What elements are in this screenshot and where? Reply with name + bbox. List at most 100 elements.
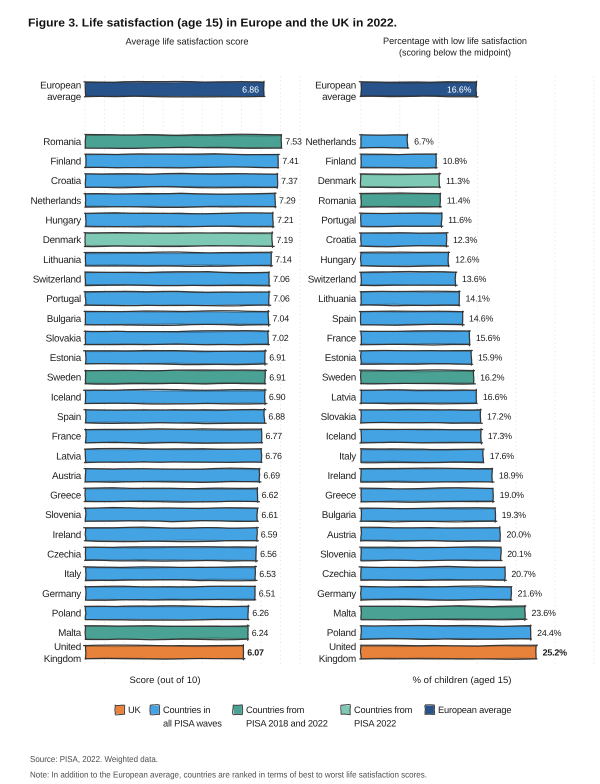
svg-text:Denmark: Denmark (43, 235, 82, 246)
svg-text:12.6%: 12.6% (455, 254, 479, 264)
svg-text:15.9%: 15.9% (478, 353, 502, 363)
svg-text:Switzerland: Switzerland (33, 275, 81, 286)
svg-text:average: average (47, 92, 82, 103)
svg-text:6.62: 6.62 (262, 490, 279, 500)
svg-text:Switzerland: Switzerland (308, 275, 356, 286)
svg-text:Hungary: Hungary (45, 216, 81, 227)
svg-text:7.06: 7.06 (273, 274, 290, 284)
svg-text:Italy: Italy (339, 451, 356, 462)
svg-text:7.41: 7.41 (282, 156, 299, 166)
svg-text:18.9%: 18.9% (499, 471, 523, 481)
svg-text:Croatia: Croatia (326, 235, 357, 246)
svg-text:17.3%: 17.3% (488, 431, 512, 441)
svg-text:Lithuania: Lithuania (318, 294, 357, 305)
svg-text:Slovakia: Slovakia (46, 333, 82, 344)
svg-text:Portugal: Portugal (46, 294, 81, 305)
svg-text:Portugal: Portugal (321, 216, 356, 227)
svg-text:Spain: Spain (57, 412, 81, 423)
svg-text:France: France (327, 333, 357, 344)
svg-text:7.29: 7.29 (279, 195, 296, 205)
svg-text:Croatia: Croatia (51, 176, 82, 187)
svg-text:Ireland: Ireland (53, 530, 81, 541)
svg-text:Romania: Romania (318, 196, 357, 207)
svg-text:Austria: Austria (327, 530, 357, 541)
svg-text:Germany: Germany (317, 589, 356, 600)
svg-text:19.3%: 19.3% (502, 510, 526, 520)
svg-text:6.91: 6.91 (269, 372, 286, 382)
svg-text:7.06: 7.06 (273, 294, 290, 304)
svg-text:7.14: 7.14 (275, 254, 292, 264)
svg-text:19.0%: 19.0% (500, 490, 524, 500)
svg-text:Finland: Finland (50, 157, 81, 168)
svg-text:15.6%: 15.6% (476, 333, 500, 343)
svg-text:Kingdom: Kingdom (44, 654, 81, 665)
svg-text:6.86: 6.86 (242, 85, 259, 95)
svg-text:average: average (322, 92, 357, 103)
svg-text:Countries from: Countries from (354, 705, 413, 715)
svg-text:6.88: 6.88 (268, 412, 285, 422)
svg-text:Romania: Romania (43, 137, 82, 148)
svg-text:Czechia: Czechia (47, 550, 82, 561)
svg-text:6.53: 6.53 (259, 569, 276, 579)
svg-text:7.21: 7.21 (277, 215, 294, 225)
svg-text:14.6%: 14.6% (469, 313, 493, 323)
svg-text:UK: UK (128, 705, 142, 715)
svg-text:Estonia: Estonia (50, 353, 82, 364)
svg-text:Sweden: Sweden (47, 373, 81, 384)
svg-text:16.2%: 16.2% (480, 372, 504, 382)
svg-text:Greece: Greece (50, 491, 82, 502)
svg-text:Sweden: Sweden (322, 373, 356, 384)
svg-text:17.6%: 17.6% (490, 451, 514, 461)
svg-text:all PISA waves: all PISA waves (163, 719, 222, 729)
svg-text:7.02: 7.02 (272, 333, 289, 343)
svg-text:Countries in: Countries in (163, 705, 210, 715)
svg-text:7.04: 7.04 (273, 313, 290, 323)
svg-text:United: United (54, 642, 81, 653)
svg-text:11.6%: 11.6% (448, 215, 472, 225)
svg-text:Iceland: Iceland (326, 432, 356, 443)
svg-text:European: European (315, 80, 356, 91)
svg-text:16.6%: 16.6% (447, 85, 472, 95)
svg-text:European: European (40, 80, 81, 91)
svg-text:6.90: 6.90 (269, 392, 286, 402)
svg-text:PISA 2022: PISA 2022 (354, 719, 396, 729)
svg-text:13.6%: 13.6% (462, 274, 486, 284)
svg-text:Slovakia: Slovakia (321, 412, 357, 423)
svg-text:Poland: Poland (327, 628, 356, 639)
svg-text:23.6%: 23.6% (532, 608, 556, 618)
svg-text:6.51: 6.51 (259, 589, 276, 599)
svg-text:6.91: 6.91 (269, 353, 286, 363)
svg-text:6.56: 6.56 (260, 549, 277, 559)
svg-text:Estonia: Estonia (325, 353, 357, 364)
svg-text:PISA 2018 and 2022: PISA 2018 and 2022 (246, 719, 328, 729)
svg-text:16.6%: 16.6% (483, 392, 507, 402)
svg-text:12.3%: 12.3% (453, 235, 477, 245)
svg-text:6.7%: 6.7% (414, 137, 434, 147)
svg-text:Germany: Germany (42, 589, 81, 600)
svg-text:Malta: Malta (58, 628, 82, 639)
svg-text:25.2%: 25.2% (543, 647, 567, 657)
svg-text:Austria: Austria (52, 471, 82, 482)
svg-text:6.77: 6.77 (266, 431, 283, 441)
svg-text:6.61: 6.61 (261, 510, 278, 520)
svg-text:20.0%: 20.0% (507, 530, 531, 540)
svg-text:11.3%: 11.3% (446, 176, 470, 186)
svg-text:Percentage with low life satis: Percentage with low life satisfaction (383, 36, 527, 46)
svg-text:Iceland: Iceland (51, 392, 81, 403)
svg-text:7.37: 7.37 (281, 176, 298, 186)
svg-text:Bulgaria: Bulgaria (47, 314, 82, 325)
svg-text:Bulgaria: Bulgaria (322, 510, 357, 521)
svg-text:Score (out of 10): Score (out of 10) (130, 675, 201, 685)
svg-text:Hungary: Hungary (320, 255, 356, 266)
svg-text:6.59: 6.59 (261, 530, 278, 540)
svg-text:Czechia: Czechia (322, 569, 357, 580)
svg-text:Figure 3. Life satisfaction (a: Figure 3. Life satisfaction (age 15) in … (28, 18, 397, 30)
svg-text:France: France (52, 432, 82, 443)
svg-text:24.4%: 24.4% (537, 628, 561, 638)
svg-text:Countries from: Countries from (246, 705, 305, 715)
svg-text:Lithuania: Lithuania (43, 255, 82, 266)
svg-text:(scoring below the midpoint): (scoring below the midpoint) (399, 48, 511, 58)
svg-text:7.53: 7.53 (285, 137, 302, 147)
svg-text:14.1%: 14.1% (466, 294, 490, 304)
svg-text:20.7%: 20.7% (511, 569, 535, 579)
